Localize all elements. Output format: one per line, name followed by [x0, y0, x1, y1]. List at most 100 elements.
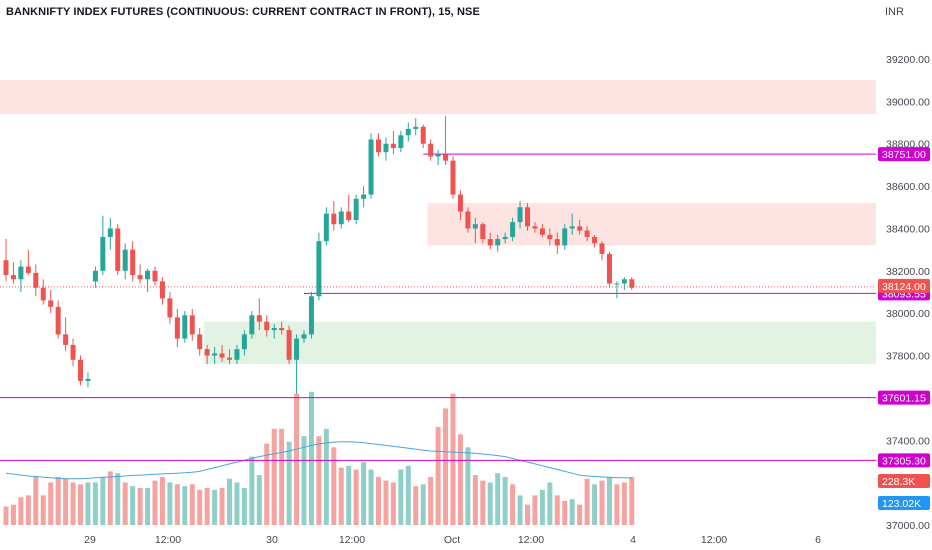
candle	[472, 224, 478, 229]
candle	[174, 317, 180, 339]
volume-bar	[338, 467, 344, 525]
volume-bar	[189, 484, 195, 525]
level-price-tag: 38751.00	[878, 147, 930, 162]
candle	[286, 330, 292, 360]
volume-bar	[457, 434, 463, 525]
candle	[450, 160, 456, 195]
volume-bar	[592, 484, 598, 525]
candle	[33, 272, 39, 288]
volume-layer	[3, 391, 635, 525]
demand-zone	[204, 321, 876, 365]
volume-bar	[219, 488, 225, 525]
time-axis[interactable]: 29 12:00 30 12:00 Oct 12:00 4 12:00 6	[84, 534, 821, 546]
candle	[18, 266, 24, 280]
candle	[122, 249, 128, 271]
volume-bar	[383, 480, 389, 525]
volume-bar	[428, 476, 434, 525]
supply-zone	[427, 203, 876, 246]
level-price-tag-bg	[878, 453, 930, 468]
volume-bar	[569, 499, 575, 525]
currency-label: INR	[885, 6, 904, 18]
candle	[487, 239, 493, 246]
volume-tag-bg	[878, 474, 930, 488]
candle	[532, 226, 538, 229]
candles-layer	[3, 116, 635, 394]
volume-bar	[55, 476, 61, 525]
candle	[100, 236, 106, 271]
volume-bar	[405, 465, 411, 525]
candle	[40, 287, 46, 301]
supply-zone	[0, 80, 876, 115]
volume-bar	[308, 391, 314, 525]
volume-bar	[234, 482, 240, 525]
candle	[159, 281, 165, 299]
candle	[346, 211, 352, 220]
volume-bar	[525, 504, 530, 525]
volume-bar	[3, 506, 9, 525]
volume-bar	[241, 488, 247, 525]
volume-bar	[159, 476, 165, 525]
candle	[301, 334, 307, 339]
time-tick-label: 6	[815, 534, 821, 546]
candle	[629, 279, 635, 288]
candle	[376, 139, 381, 153]
volume-bar	[346, 465, 352, 525]
volume-bar	[227, 478, 232, 525]
volume-bar	[286, 441, 292, 525]
volume-bar	[368, 469, 374, 525]
candle	[338, 211, 344, 225]
level-price-tag-text: 37305.30	[882, 455, 926, 467]
candle	[621, 279, 627, 284]
price-tick-label: 38000.00	[886, 308, 930, 320]
candle	[554, 239, 560, 246]
volume-bar	[599, 480, 605, 525]
volume-bar	[472, 475, 478, 525]
price-tags-layer: 38751.0038093.5537601.1537305.3038124.00…	[878, 147, 930, 510]
volume-bar	[532, 495, 538, 525]
volume-bar	[137, 488, 143, 525]
volume-bar	[78, 484, 83, 525]
volume-bar	[182, 486, 188, 525]
volume-bar	[152, 480, 158, 525]
candle	[510, 222, 516, 237]
candle	[599, 243, 605, 254]
candle	[70, 344, 76, 360]
volume-ma-tag-text: 123.02K	[882, 498, 921, 510]
candle	[85, 378, 91, 381]
candle	[443, 154, 449, 161]
volume-bar	[420, 484, 426, 525]
volume-bar	[279, 428, 285, 525]
volume-bar	[554, 495, 560, 525]
candle	[353, 198, 359, 220]
candle	[331, 213, 337, 225]
time-tick-label: 30	[266, 534, 278, 546]
candle	[234, 349, 240, 360]
level-price-tag-bg	[878, 147, 930, 162]
candle	[115, 228, 121, 271]
volume-bar	[577, 504, 583, 525]
volume-bar	[294, 393, 300, 525]
volume-bar	[63, 478, 69, 525]
time-tick-label: 12:00	[155, 534, 181, 546]
candle	[294, 338, 300, 360]
volume-bar	[249, 456, 255, 525]
volume-bar	[465, 447, 471, 525]
candle	[383, 143, 389, 153]
volume-bar	[398, 469, 404, 525]
volume-bar	[18, 497, 24, 525]
candle	[606, 253, 612, 284]
volume-bar	[25, 495, 31, 525]
volume-bar	[376, 476, 381, 525]
volume-tag-text: 228.3K	[882, 476, 915, 488]
volume-ma-layer	[5, 441, 632, 480]
volume-bar	[115, 473, 121, 525]
candle	[465, 211, 471, 229]
volume-bar	[517, 495, 523, 525]
level-price-tag: 37305.30	[878, 453, 930, 468]
volume-bar	[562, 500, 568, 525]
time-tick-label: 12:00	[701, 534, 727, 546]
candle	[405, 128, 411, 136]
volume-bar	[256, 475, 262, 525]
current-price-tag-text: 38124.00	[882, 281, 926, 293]
